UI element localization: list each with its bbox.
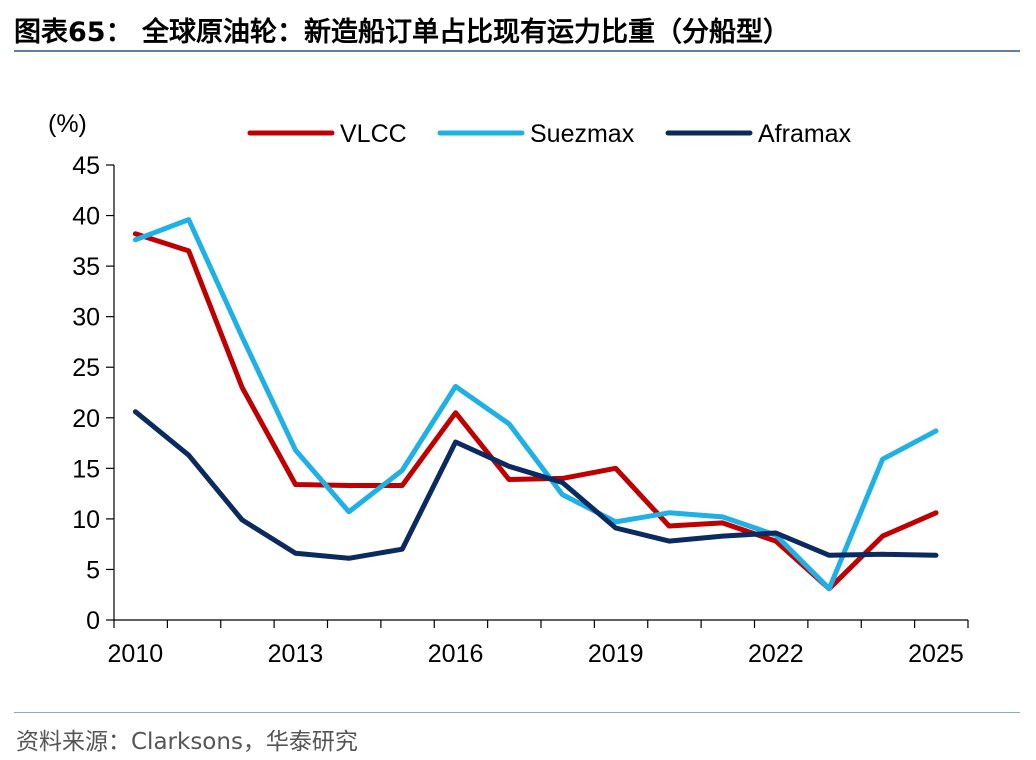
x-tick-label: 2019 [588, 640, 644, 668]
y-tick-label: 30 [72, 304, 100, 332]
series-lines [132, 217, 939, 592]
series-line-vlcc [132, 231, 939, 592]
y-tick-label: 5 [86, 556, 100, 584]
x-tick-label: 2013 [268, 640, 324, 668]
y-tick-label: 20 [72, 405, 100, 433]
source-note: 资料来源：Clarksons，华泰研究 [16, 729, 358, 755]
legend: VLCC Suezmax Aframax [247, 120, 852, 148]
x-tick-label: 2022 [748, 640, 804, 668]
y-tick-label: 25 [72, 354, 100, 382]
y-tick-label: 0 [86, 607, 100, 635]
y-axis-unit: (%) [48, 110, 87, 138]
legend-label-vlcc: VLCC [340, 120, 407, 148]
footer-divider [14, 712, 1020, 713]
y-axis: 0 5 10 15 20 25 30 35 40 45 [72, 152, 115, 635]
title-divider [14, 50, 1020, 52]
legend-label-aframax: Aframax [758, 120, 852, 148]
y-tick-label: 15 [72, 455, 100, 483]
page-title: 图表65： 全球原油轮：新造船订单占比现有运力比重（分船型） [14, 17, 790, 48]
x-tick-label: 2025 [908, 640, 964, 668]
x-tick-label: 2016 [428, 640, 484, 668]
y-tick-label: 10 [72, 506, 100, 534]
series-line-aframax [132, 409, 939, 561]
x-axis: 2010 2013 2016 2019 2022 2025 [108, 619, 969, 668]
y-tick-label: 40 [72, 203, 100, 231]
series-line-suezmax [132, 217, 939, 592]
y-tick-label: 45 [72, 152, 100, 180]
legend-label-suezmax: Suezmax [530, 120, 635, 148]
y-tick-label: 35 [72, 253, 100, 281]
x-tick-label: 2010 [108, 640, 164, 668]
